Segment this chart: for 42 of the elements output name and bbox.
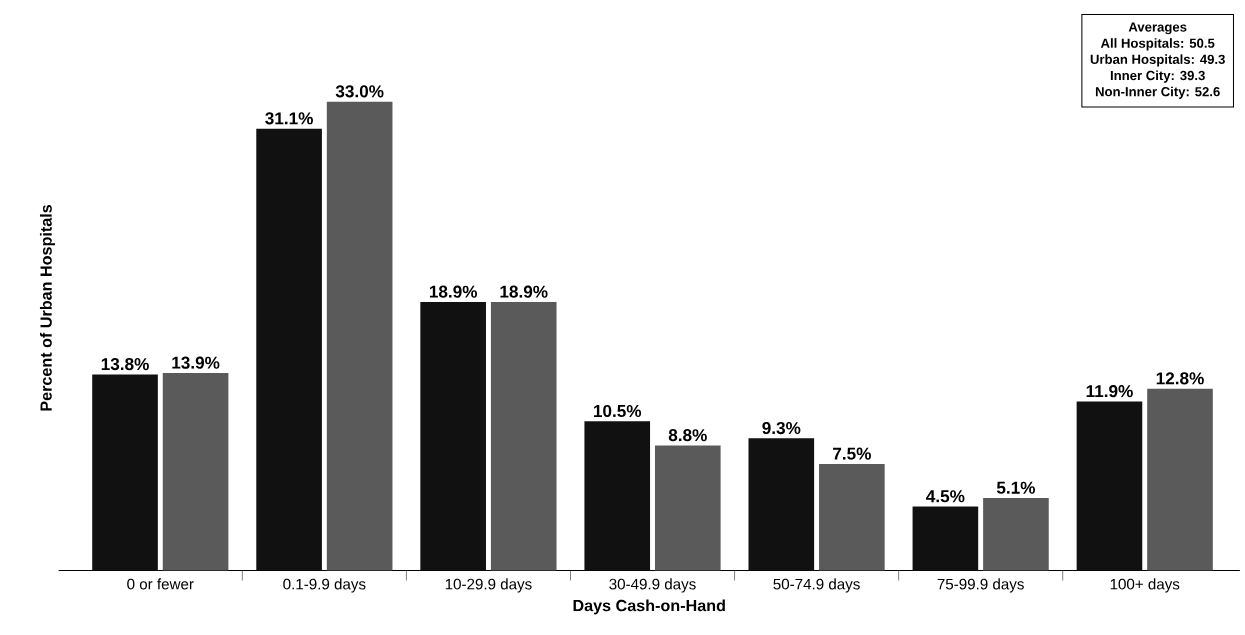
x-tick-label: 0 or fewer [127, 578, 194, 590]
data-label: 4.5% [926, 490, 965, 503]
text: Non-Inner City: 52.6 [1095, 86, 1220, 99]
text: All Hospitals: 50.5 [1100, 38, 1215, 51]
bar [326, 101, 393, 571]
data-label: 9.3% [762, 421, 801, 435]
data-label: 31.1% [265, 112, 313, 125]
bar [490, 301, 557, 571]
bar [1076, 401, 1143, 571]
data-label: 33.0% [335, 85, 384, 98]
data-label: 18.9% [500, 285, 548, 298]
data-label: 11.9% [1086, 384, 1133, 398]
x-axis-title: Days Cash-on-Hand [573, 599, 725, 615]
data-label: 5.1% [996, 481, 1036, 494]
x-tick-label: 30-49.9 days [609, 578, 696, 593]
bar [162, 372, 229, 571]
bar [256, 128, 322, 571]
data-label: 13.8% [101, 357, 149, 371]
data-label: 18.9% [429, 285, 478, 298]
bar [912, 506, 979, 571]
x-tick-label: 50-74.9 days [773, 578, 860, 593]
bar [654, 445, 721, 571]
text: Averages [1128, 22, 1187, 35]
x-tick-label: 75-99.9 days [937, 578, 1024, 593]
data-label: 13.9% [172, 356, 220, 369]
x-tick-label: 0.1-9.9 days [283, 578, 366, 593]
bar [584, 421, 651, 571]
data-label: 7.5% [833, 447, 871, 460]
text: Inner City: 39.3 [1110, 70, 1205, 83]
bar [983, 497, 1049, 571]
data-label: 8.8% [668, 429, 707, 442]
bar [1147, 388, 1213, 571]
bar [748, 438, 815, 571]
data-label: 10.5% [593, 404, 642, 418]
bar [92, 374, 158, 571]
bar [819, 463, 885, 571]
x-tick-label: 10-29.9 days [445, 578, 532, 593]
bar [420, 301, 486, 571]
y-axis-title: Percent of Urban Hospitals [39, 204, 56, 411]
data-label: 12.8% [1156, 372, 1204, 385]
text: Urban Hospitals: 49.3 [1090, 54, 1225, 67]
x-tick-label: 100+ days [1110, 578, 1180, 593]
